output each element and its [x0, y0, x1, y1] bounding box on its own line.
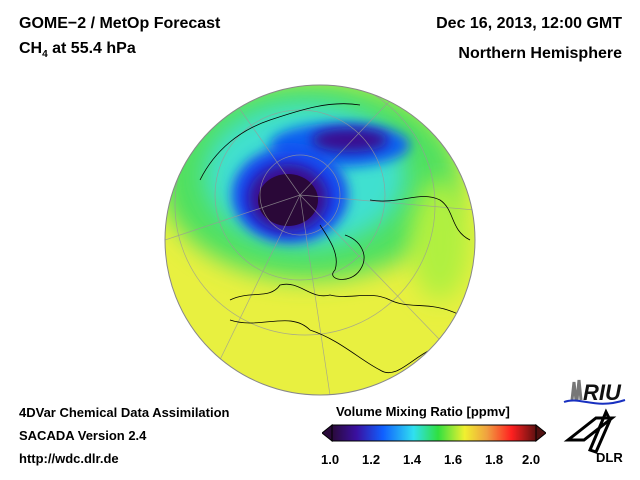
colorbar-min-arrow [322, 424, 333, 443]
riu-dlr-logos: RIU DLR [563, 379, 626, 465]
tick-label: 1.8 [485, 452, 504, 467]
footer-line2: SACADA Version 2.4 [19, 428, 147, 443]
species-label: CH4 at 55.4 hPa [19, 40, 136, 60]
region: Northern Hemisphere [458, 45, 622, 62]
species-formula: CH [19, 40, 43, 57]
datetime: Dec 16, 2013, 12:00 GMT [436, 15, 622, 32]
tick-label: 1.2 [362, 452, 381, 467]
tick-label: 1.4 [403, 452, 422, 467]
riu-logo-text: RIU [583, 380, 622, 405]
colorbar-max-arrow [535, 424, 546, 443]
colorbar [322, 424, 546, 443]
title: GOME−2 / MetOp Forecast [19, 15, 221, 32]
colorbar-gradient [331, 424, 537, 442]
tick-label: 2.0 [522, 452, 541, 467]
tick-label: 1.0 [321, 452, 340, 467]
coastlines [199, 103, 471, 374]
tick-label: 1.6 [444, 452, 463, 467]
pressure-level: at 55.4 hPa [47, 40, 136, 57]
dlr-logo-text: DLR [596, 450, 623, 465]
species-subscript: 4 [42, 49, 48, 61]
footer-url[interactable]: http://wdc.dlr.de [19, 451, 119, 466]
footer-line1: 4DVar Chemical Data Assimilation [19, 405, 230, 420]
colorbar-title: Volume Mixing Ratio [ppmv] [336, 404, 510, 419]
